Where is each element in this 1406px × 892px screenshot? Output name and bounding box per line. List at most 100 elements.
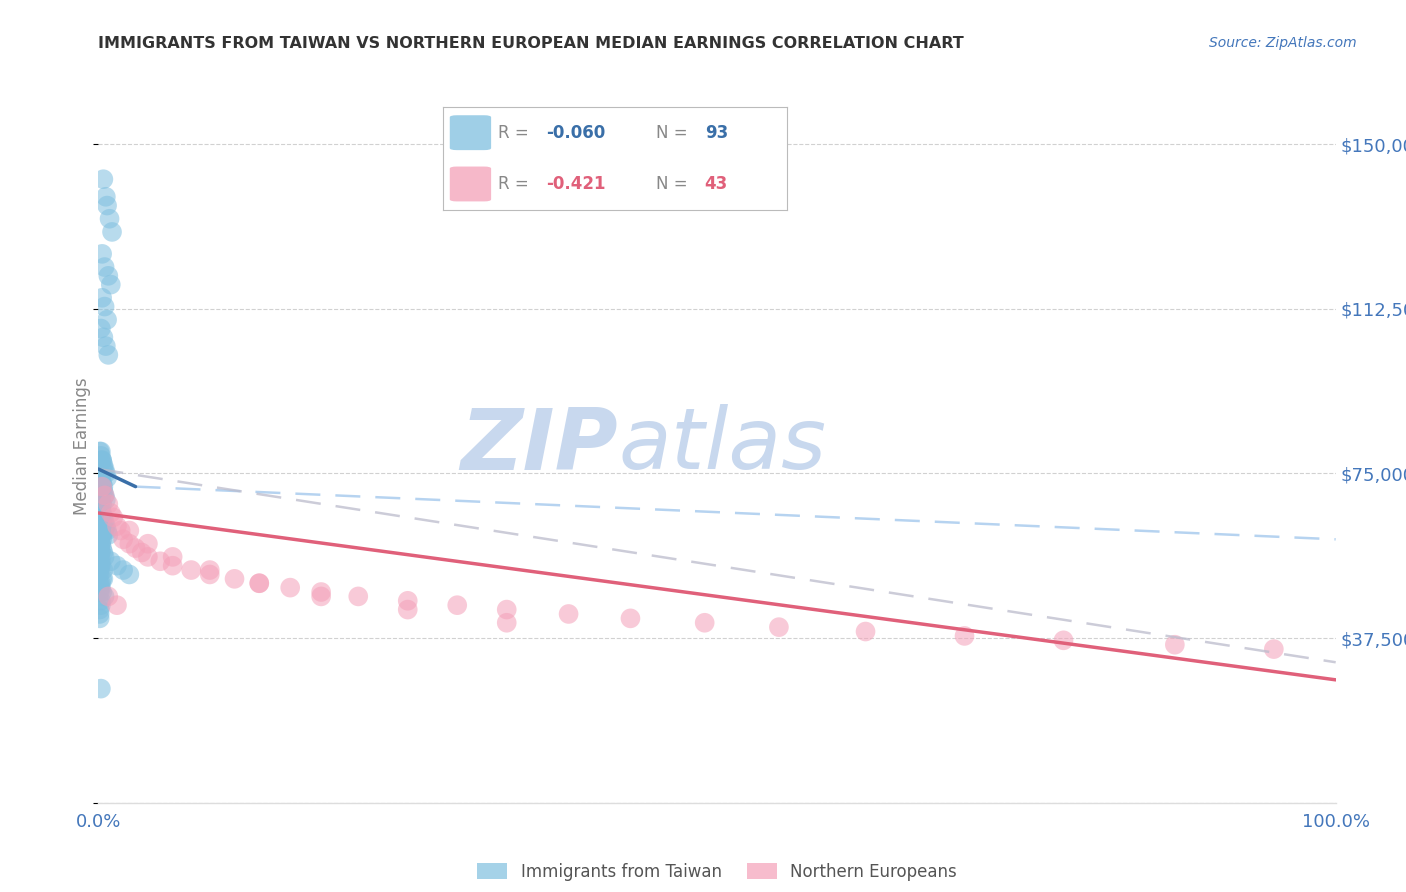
- Point: [98, 211, 121, 226]
- Point: [91, 247, 114, 261]
- Point: [89, 607, 111, 621]
- Point: [96, 471, 118, 485]
- Point: [90, 537, 112, 551]
- Point: [94, 467, 117, 481]
- Point: [96, 198, 118, 212]
- Point: [495, 615, 517, 630]
- Point: [89, 444, 111, 458]
- Point: [198, 563, 221, 577]
- Point: [91, 585, 114, 599]
- Point: [149, 554, 172, 568]
- Point: [91, 453, 114, 467]
- Point: [93, 590, 115, 604]
- Point: [90, 492, 112, 507]
- Point: [110, 524, 132, 538]
- Text: R =: R =: [498, 175, 534, 193]
- Point: [89, 585, 111, 599]
- Y-axis label: Median Earnings: Median Earnings: [73, 377, 91, 515]
- Point: [124, 541, 146, 555]
- Point: [90, 537, 112, 551]
- Point: [93, 519, 115, 533]
- Point: [103, 510, 125, 524]
- Point: [93, 515, 115, 529]
- Point: [162, 558, 184, 573]
- Point: [93, 260, 115, 274]
- Point: [90, 501, 112, 516]
- Point: [93, 488, 115, 502]
- Point: [90, 449, 112, 463]
- Legend: Immigrants from Taiwan, Northern Europeans: Immigrants from Taiwan, Northern Europea…: [471, 856, 963, 888]
- Point: [495, 602, 517, 616]
- Point: [101, 225, 124, 239]
- Point: [768, 620, 790, 634]
- Point: [90, 558, 112, 573]
- Point: [247, 576, 270, 591]
- Point: [136, 549, 159, 564]
- Text: N =: N =: [657, 175, 693, 193]
- Point: [94, 339, 117, 353]
- Text: N =: N =: [657, 124, 693, 142]
- Point: [557, 607, 579, 621]
- Point: [93, 524, 115, 538]
- Point: [97, 348, 120, 362]
- Point: [97, 268, 120, 283]
- Point: [90, 554, 112, 568]
- Point: [89, 563, 111, 577]
- Point: [90, 453, 112, 467]
- Point: [93, 462, 115, 476]
- Point: [100, 277, 122, 292]
- Point: [96, 312, 118, 326]
- Point: [91, 475, 114, 490]
- Point: [91, 453, 114, 467]
- Point: [855, 624, 877, 639]
- Point: [89, 519, 111, 533]
- Point: [93, 300, 115, 314]
- Point: [118, 537, 141, 551]
- Point: [93, 488, 115, 502]
- Point: [91, 291, 114, 305]
- Point: [100, 554, 122, 568]
- Point: [90, 576, 112, 591]
- FancyBboxPatch shape: [450, 115, 491, 150]
- Point: [1164, 638, 1187, 652]
- Point: [105, 558, 128, 573]
- Point: [93, 330, 115, 344]
- Point: [1263, 642, 1285, 657]
- Point: [89, 467, 111, 481]
- Point: [198, 567, 221, 582]
- FancyBboxPatch shape: [450, 167, 491, 202]
- Point: [89, 602, 111, 616]
- Point: [97, 497, 120, 511]
- Point: [93, 545, 115, 559]
- Point: [89, 558, 111, 573]
- Point: [91, 572, 114, 586]
- Point: [90, 581, 112, 595]
- Point: [90, 545, 112, 559]
- Point: [112, 563, 135, 577]
- Point: [162, 549, 184, 564]
- Point: [136, 537, 159, 551]
- Point: [94, 492, 117, 507]
- Point: [131, 545, 153, 559]
- Point: [1052, 633, 1074, 648]
- Point: [91, 533, 114, 547]
- Text: Source: ZipAtlas.com: Source: ZipAtlas.com: [1209, 36, 1357, 50]
- Point: [112, 533, 135, 547]
- Point: [90, 510, 112, 524]
- Point: [93, 462, 115, 476]
- Point: [180, 563, 202, 577]
- Point: [89, 567, 111, 582]
- Point: [94, 190, 117, 204]
- Point: [90, 444, 112, 458]
- Point: [105, 598, 128, 612]
- Point: [90, 524, 112, 538]
- Point: [91, 497, 114, 511]
- Point: [97, 590, 120, 604]
- Point: [90, 471, 112, 485]
- Point: [94, 519, 117, 533]
- Point: [96, 524, 118, 538]
- Point: [396, 602, 419, 616]
- Point: [247, 576, 270, 591]
- Point: [90, 594, 112, 608]
- Point: [446, 598, 468, 612]
